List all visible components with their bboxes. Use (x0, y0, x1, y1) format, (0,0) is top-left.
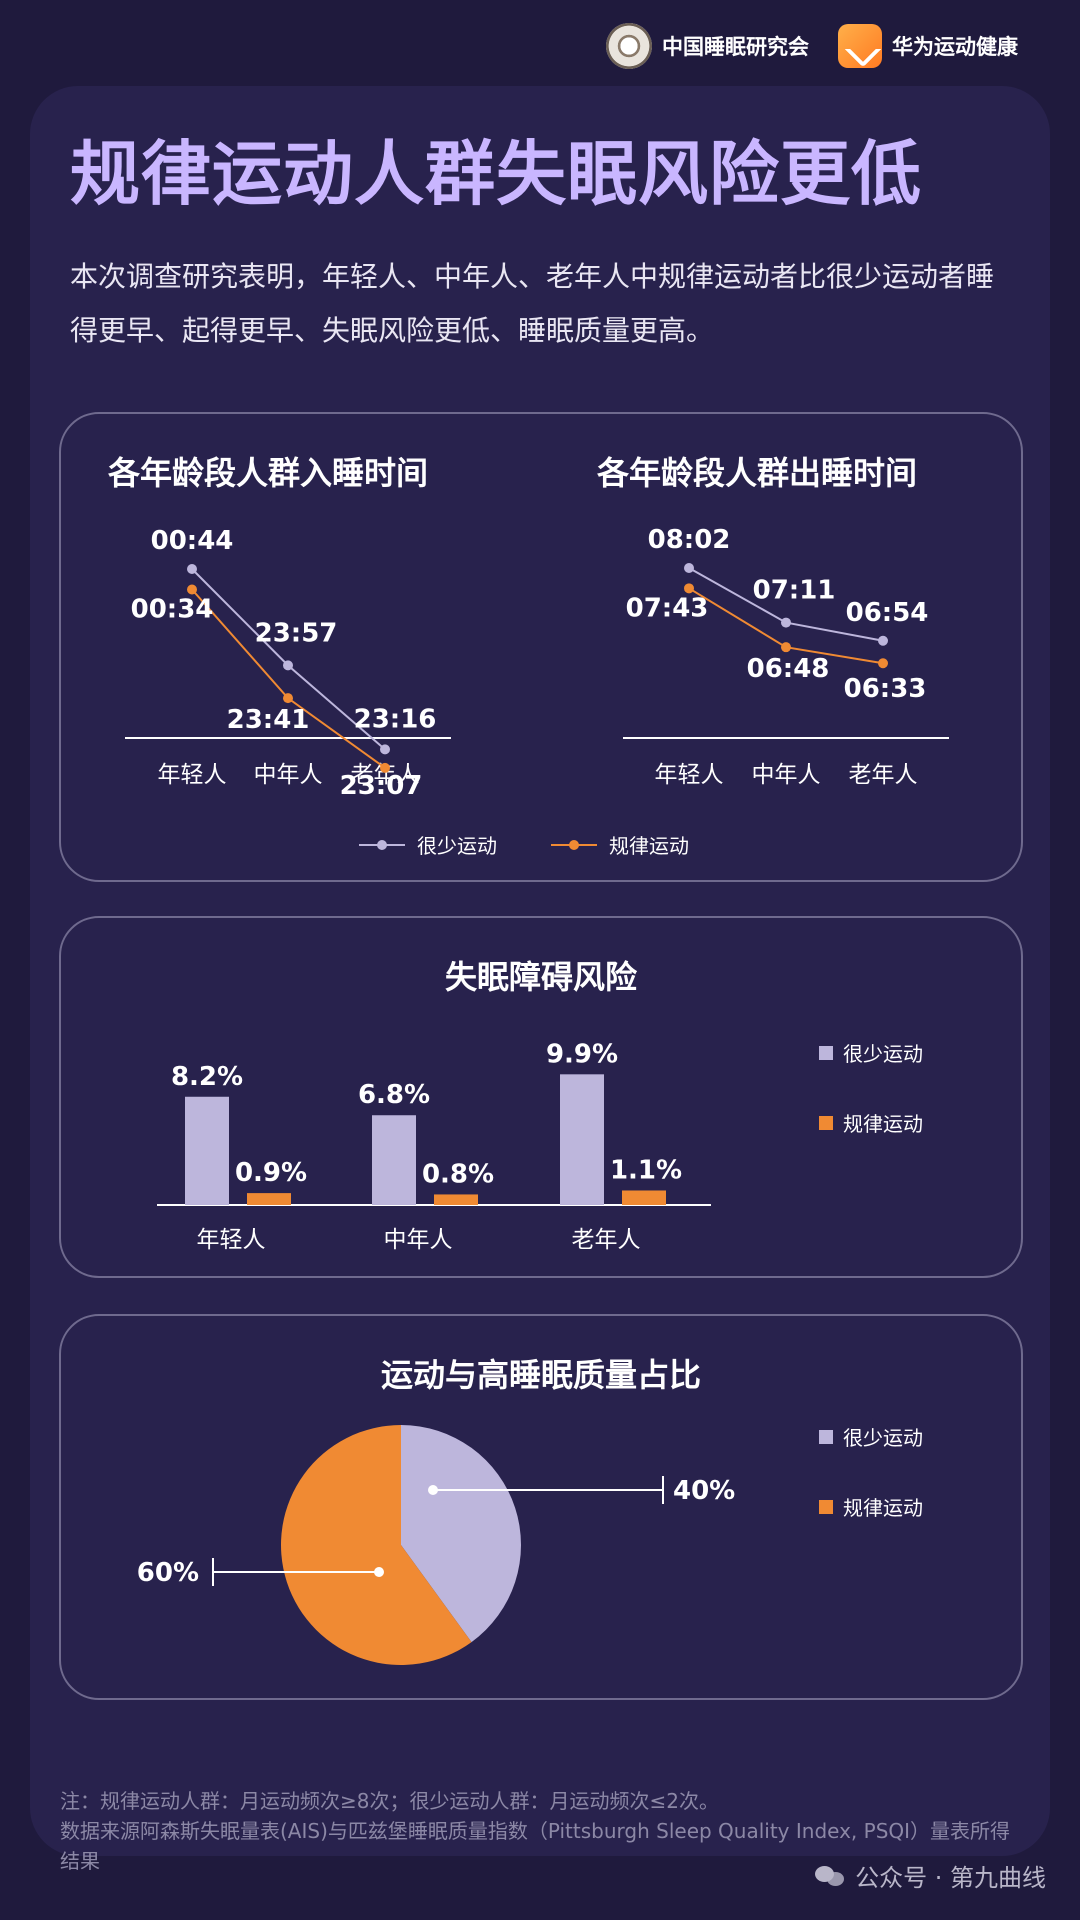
data-label: 8.2% (171, 1062, 243, 1092)
pie-legend-rare: 很少运动 (819, 1422, 923, 1451)
huawei-health-icon (838, 24, 882, 68)
bar-regular (434, 1194, 478, 1205)
data-label: 06:33 (844, 674, 927, 704)
data-label: 0.9% (235, 1158, 307, 1188)
x-tick-label: 年轻人 (197, 1227, 266, 1253)
bar-chart-title: 失眠障碍风险 (444, 958, 637, 996)
data-label: 00:44 (151, 526, 234, 556)
bar-rare (185, 1096, 229, 1205)
data-label: 23:16 (354, 704, 437, 734)
x-tick-label: 中年人 (752, 762, 821, 788)
line-charts-svg: 年轻人 中年人 老年人 00:44 23:57 23:16 00:34 23:41 23:07 年… (125, 525, 949, 801)
data-point (684, 583, 694, 594)
pie-slice-regular (281, 1425, 472, 1665)
data-label: 06:54 (846, 598, 929, 628)
pie-chart-svg: 40% 60% (137, 1425, 735, 1665)
line-legend-rare: 很少运动 (359, 830, 497, 859)
legend-square-regular-icon (819, 1115, 833, 1130)
data-label: 07:11 (753, 576, 836, 606)
org2-name: 华为运动健康 (892, 35, 1018, 59)
bar-regular (622, 1190, 666, 1205)
footnote-line-1: 注：规律运动人群：月运动频次≥8次；很少运动人群：月运动频次≤2次。 (60, 1789, 719, 1813)
legend-label: 规律运动 (843, 1112, 923, 1136)
sleep-time-card: 各年龄段人群入睡时间 各年龄段人群出睡时间 年轻人 中年人 老年人 00:44 23:5… (59, 412, 1023, 882)
legend-label: 很少运动 (843, 1426, 923, 1450)
data-label: 60% (137, 1558, 199, 1588)
bar-rare (560, 1074, 604, 1205)
sleep-quality-card: 运动与高睡眠质量占比 40% 60% 很少运动 规律运动 (59, 1314, 1023, 1700)
data-point (380, 744, 390, 755)
watermark: 公众号 · 第九曲线 (815, 1858, 1046, 1893)
data-point (283, 660, 293, 671)
data-label: 23:57 (255, 618, 338, 648)
data-point (187, 564, 197, 574)
series-line-regular (191, 588, 386, 769)
bedtime-chart-title: 各年龄段人群入睡时间 (108, 454, 429, 492)
pie-legend-regular: 规律运动 (819, 1492, 923, 1521)
waketime-chart-title: 各年龄段人群出睡时间 (597, 454, 918, 492)
data-label: 23:41 (227, 705, 310, 735)
data-label: 06:48 (747, 654, 830, 684)
intro-text: 本次调查研究表明，年轻人、中年人、老年人中规律运动者比很少运动者睡得更早、起得更… (70, 260, 995, 347)
legend-square-rare-icon (819, 1429, 833, 1444)
x-tick-label: 中年人 (254, 762, 323, 788)
bar-legend-rare: 很少运动 (819, 1038, 923, 1067)
pie-chart-title: 运动与高睡眠质量占比 (380, 1356, 701, 1394)
bar-rare (372, 1115, 416, 1205)
legend-line-regular-icon (551, 837, 597, 853)
huawei-health-logo: 华为运动健康 (838, 22, 1018, 70)
wechat-icon (815, 1864, 845, 1888)
data-label: 00:34 (131, 595, 214, 625)
data-point (878, 635, 888, 646)
x-tick-label: 老年人 (849, 762, 918, 788)
legend-line-rare-icon (359, 837, 405, 853)
x-tick-label: 中年人 (384, 1227, 453, 1253)
data-point (878, 658, 888, 669)
data-point (781, 642, 791, 653)
data-label: 1.1% (610, 1155, 682, 1185)
data-point (187, 584, 197, 595)
footnote-line-2: 数据来源阿森斯失眠量表(AIS)与匹兹堡睡眠质量指数（Pittsburgh Sl… (60, 1819, 1011, 1873)
data-point (380, 762, 390, 773)
line-legend-regular: 规律运动 (551, 830, 689, 859)
watermark-text: 公众号 · 第九曲线 (855, 1864, 1046, 1892)
seal-icon (606, 23, 652, 69)
bar-legend-regular: 规律运动 (819, 1108, 923, 1137)
main-panel (30, 86, 1050, 1856)
x-tick-label: 老年人 (572, 1227, 641, 1253)
legend-square-regular-icon (819, 1499, 833, 1514)
page-title: 规律运动人群失眠风险更低 (70, 133, 922, 215)
data-label: 23:07 (340, 771, 423, 801)
bar-regular (247, 1193, 291, 1205)
insomnia-risk-card: 失眠障碍风险 年轻人 中年人 老年人 8.2% 6.8% 9.9% 0.9% 0.8% 1.1%… (59, 916, 1023, 1278)
legend-label: 规律运动 (609, 834, 689, 858)
legend-label: 很少运动 (843, 1042, 923, 1066)
x-tick-label: 年轻人 (158, 762, 227, 788)
data-label: 07:43 (626, 593, 709, 623)
legend-label: 很少运动 (417, 834, 497, 858)
data-label: 0.8% (422, 1159, 494, 1189)
org1-name: 中国睡眠研究会 (662, 35, 809, 59)
data-point (684, 563, 694, 573)
data-point (283, 693, 293, 704)
data-label: 9.9% (546, 1039, 618, 1069)
data-label: 08:02 (648, 525, 731, 555)
data-label: 6.8% (358, 1080, 430, 1110)
data-point (781, 617, 791, 628)
bar-chart-svg: 年轻人 中年人 老年人 8.2% 6.8% 9.9% 0.9% 0.8% 1.1% (157, 1039, 711, 1253)
legend-label: 规律运动 (843, 1496, 923, 1520)
top-bar: 中国睡眠研究会 华为运动健康 (0, 0, 1080, 90)
sleep-society-logo: 中国睡眠研究会 (606, 22, 809, 70)
legend-square-rare-icon (819, 1045, 833, 1060)
pie-slice-rare (401, 1425, 521, 1643)
footnote: 注：规律运动人群：月运动频次≥8次；很少运动人群：月运动频次≤2次。 数据来源阿… (60, 1786, 1030, 1876)
x-tick-label: 年轻人 (655, 762, 724, 788)
data-label: 40% (673, 1476, 735, 1506)
